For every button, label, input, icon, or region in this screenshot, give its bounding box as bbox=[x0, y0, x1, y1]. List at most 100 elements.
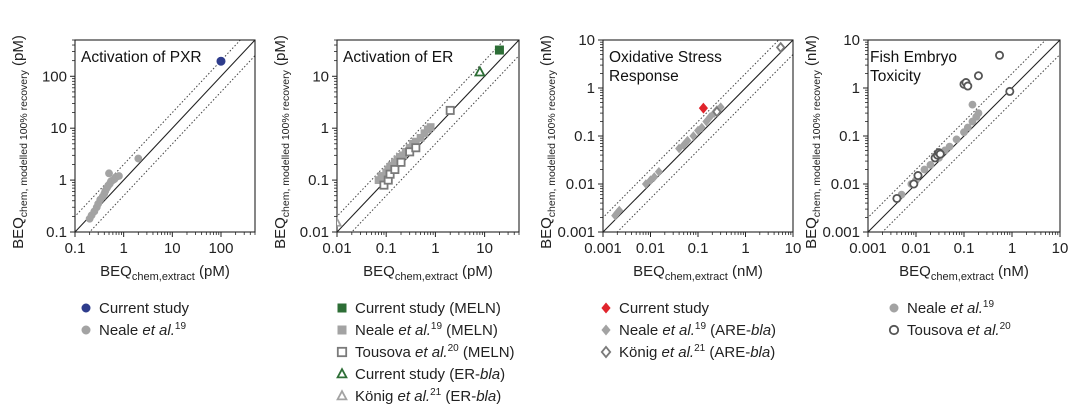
y-tick-label: 10 bbox=[312, 68, 329, 85]
x-tick-label: 0.1 bbox=[688, 240, 709, 257]
y-tick-label: 0.01 bbox=[831, 176, 860, 193]
legend-3: Current study Neale et al.19 (ARE-bla) Kön… bbox=[597, 297, 776, 363]
x-axis-label: BEQchem,extract (pM) bbox=[100, 263, 230, 283]
y-axis-label: BEQchem, modelled 100% recovery (nM) bbox=[538, 35, 558, 249]
legend-marker bbox=[889, 303, 899, 313]
legend-label: Current study bbox=[99, 299, 190, 317]
x-tick-label: 1 bbox=[741, 240, 749, 257]
data-point bbox=[683, 135, 692, 146]
legend-item: Current study (ER-bla) bbox=[333, 363, 515, 385]
chart-panel-2: 0.01 0.1 1 10 0.01 0.1 1 10 BEQchem,extract (pM)… bbox=[272, 35, 520, 283]
chart-title: Oxidative Stress bbox=[609, 49, 722, 66]
data-point bbox=[654, 166, 663, 177]
legend-item: König et al.21 (ER-bla) bbox=[333, 385, 515, 407]
x-tick-label: 0.1 bbox=[65, 240, 86, 257]
data-point bbox=[968, 100, 977, 109]
y-tick-label: 1 bbox=[321, 120, 329, 137]
series-1 bbox=[494, 45, 504, 55]
legend-label: König et al.21 (ARE-bla) bbox=[619, 343, 776, 361]
legend-label: Neale et al.19 (ARE-bla) bbox=[619, 321, 777, 339]
x-tick-label: 10 bbox=[785, 240, 802, 257]
data-point bbox=[411, 143, 421, 153]
x-tick-label: 0.01 bbox=[636, 240, 665, 257]
data-point bbox=[650, 172, 659, 182]
legend-item: König et al.21 (ARE-bla) bbox=[597, 341, 776, 363]
legend-marker-shape bbox=[81, 325, 91, 335]
x-tick-label: 1 bbox=[1008, 240, 1016, 257]
data-point bbox=[698, 102, 709, 114]
data-point bbox=[702, 116, 711, 127]
data-point bbox=[909, 179, 919, 189]
data-point bbox=[473, 65, 486, 77]
data-point bbox=[615, 205, 624, 216]
series-3 bbox=[712, 41, 786, 118]
x-tick-label: 10 bbox=[1052, 240, 1069, 257]
legend-item: Current study bbox=[77, 297, 189, 319]
y-tick-label: 10 bbox=[50, 120, 67, 137]
data-point bbox=[689, 131, 698, 141]
data-point bbox=[216, 56, 226, 66]
legend-marker-shape bbox=[336, 367, 348, 379]
series-1 bbox=[216, 56, 226, 66]
y-axis-label: BEQchem, modelled 100% recovery (pM) bbox=[10, 35, 30, 249]
x-axis-label: BEQchem,extract (nM) bbox=[633, 263, 763, 283]
series-2 bbox=[892, 50, 1015, 203]
legend-item: Neale et al.19 bbox=[885, 297, 1011, 319]
lower-bound-line bbox=[351, 54, 519, 232]
legend-1: Current study Neale et al.19 bbox=[77, 297, 189, 341]
y-tick-label: 0.1 bbox=[46, 224, 67, 241]
data-point bbox=[952, 135, 961, 144]
data-point bbox=[963, 123, 972, 132]
data-point bbox=[974, 109, 983, 117]
lower-bound-line bbox=[881, 53, 1060, 232]
chart-title: Activation of PXR bbox=[81, 49, 202, 66]
legend-marker-shape bbox=[601, 324, 611, 336]
y-tick-label: 100 bbox=[42, 68, 67, 85]
series-2 bbox=[611, 102, 725, 221]
x-tick-label: 0.01 bbox=[322, 240, 351, 257]
legend-item: Neale et al.19 (ARE-bla) bbox=[597, 319, 776, 341]
chart-panel-4: 0.001 0.01 0.1 1 10 0.001 0.01 0.1 1 10 BEQchem,ex… bbox=[803, 32, 1069, 283]
legend-label: Tousova et al.20 (MELN) bbox=[355, 343, 515, 361]
legend-marker bbox=[601, 324, 611, 336]
legend-marker-shape bbox=[81, 303, 91, 313]
series-2 bbox=[85, 154, 143, 223]
legend-marker bbox=[336, 367, 348, 379]
legend-marker-shape bbox=[601, 302, 611, 314]
y-tick-label: 0.1 bbox=[308, 172, 329, 189]
upper-bound-line bbox=[337, 40, 505, 218]
y-tick-label: 0.1 bbox=[574, 128, 595, 145]
data-point bbox=[775, 41, 786, 54]
data-point bbox=[134, 154, 143, 163]
legend-label: Tousova et al.20 bbox=[907, 321, 1011, 339]
x-tick-label: 0.1 bbox=[376, 240, 397, 257]
data-point bbox=[1005, 86, 1015, 96]
legend-marker bbox=[337, 325, 347, 335]
chart-title: Activation of ER bbox=[343, 49, 453, 66]
chart-panel-1: 0.1 1 10 100 0.1 1 10 100 BEQchem,extract (pM) BE… bbox=[10, 35, 256, 283]
y-tick-label: 10 bbox=[578, 32, 595, 49]
y-tick-label: 1 bbox=[59, 172, 67, 189]
chart-title: Fish Embryo bbox=[870, 49, 957, 66]
series-4 bbox=[473, 65, 486, 77]
legend-marker-shape bbox=[600, 345, 612, 359]
legend-marker bbox=[600, 345, 612, 359]
data-point bbox=[426, 123, 435, 131]
legend-label: Neale et al.19 bbox=[99, 321, 187, 339]
legend-marker bbox=[337, 303, 347, 313]
chart-panel-3: 0.001 0.01 0.1 1 10 0.001 0.01 0.1 1 10 BEQchem,ex… bbox=[538, 32, 802, 283]
y-axis-label: BEQchem, modelled 100% recovery (nM) bbox=[803, 35, 823, 249]
legend-marker-shape bbox=[336, 346, 348, 358]
data-point bbox=[105, 169, 113, 178]
series-3 bbox=[379, 105, 455, 190]
legend-label: König et al.21 (ER-bla) bbox=[355, 387, 502, 405]
chart-title: Response bbox=[609, 68, 679, 85]
x-tick-label: 10 bbox=[476, 240, 493, 257]
identity-line bbox=[603, 40, 793, 232]
legend-2: Current study (MELN) Neale et al.19 (MELN… bbox=[333, 297, 515, 407]
legend-marker bbox=[81, 303, 91, 313]
legend-item: Neale et al.19 (MELN) bbox=[333, 319, 515, 341]
x-tick-label: 1 bbox=[431, 240, 439, 257]
legend-marker bbox=[601, 302, 611, 314]
